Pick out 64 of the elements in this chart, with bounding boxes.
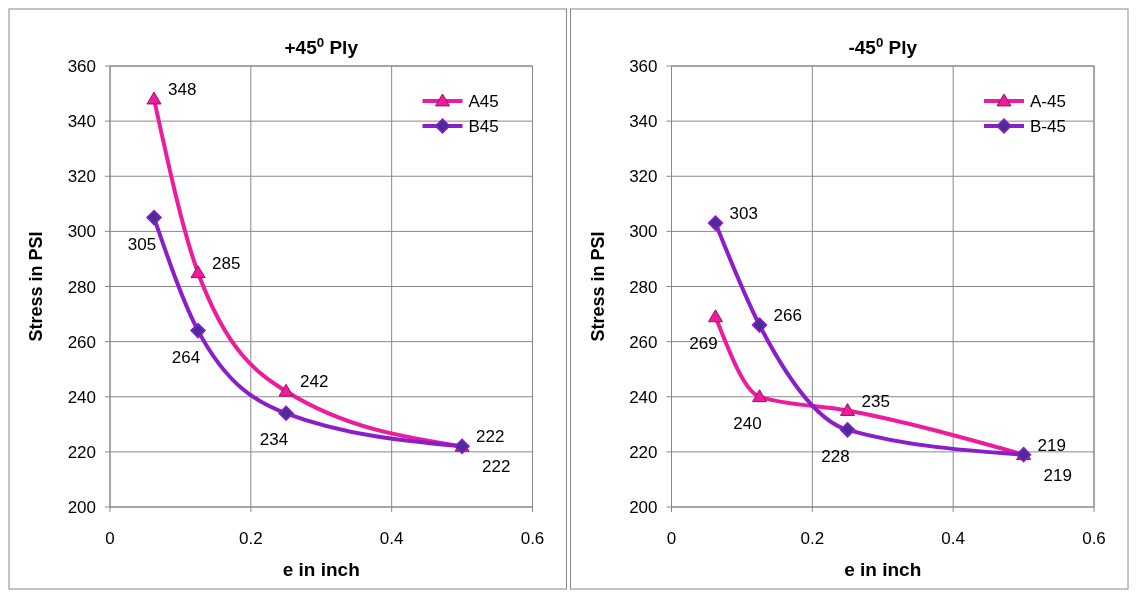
legend-label: A45 bbox=[468, 92, 499, 111]
y-tick-label: 240 bbox=[67, 387, 96, 407]
data-label: 266 bbox=[773, 306, 802, 326]
y-tick-label: 280 bbox=[67, 277, 96, 297]
point bbox=[708, 309, 724, 323]
y-tick-label: 320 bbox=[629, 167, 658, 187]
point bbox=[278, 405, 294, 422]
x-tick-label: 0 bbox=[105, 529, 115, 548]
data-label: 264 bbox=[171, 347, 201, 367]
chart-title: +45$^{0}$ Ply bbox=[284, 34, 359, 58]
point bbox=[146, 209, 162, 226]
y-axis-title: Stress in PSI bbox=[26, 231, 46, 342]
y-tick-label: 300 bbox=[67, 222, 96, 242]
x-tick-label: 0.2 bbox=[800, 529, 825, 548]
x-tick-label: 0.6 bbox=[520, 529, 545, 548]
point bbox=[839, 422, 856, 438]
data-label: 269 bbox=[689, 333, 718, 353]
x-tick-label: 0.4 bbox=[941, 529, 965, 548]
data-label: 219 bbox=[1043, 465, 1072, 485]
y-tick-label: 280 bbox=[629, 277, 658, 297]
x-tick-label: 0.6 bbox=[1082, 529, 1106, 548]
legend-label: B45 bbox=[468, 117, 499, 136]
point bbox=[840, 403, 856, 416]
y-tick-label: 360 bbox=[67, 57, 96, 76]
legend-label: A-45 bbox=[1030, 92, 1066, 111]
chart-title: -45$^{0}$ Ply bbox=[848, 34, 918, 58]
data-label: 348 bbox=[168, 80, 197, 100]
legend-label: B-45 bbox=[1030, 117, 1066, 136]
y-tick-label: 340 bbox=[67, 112, 96, 132]
y-tick-label: 220 bbox=[67, 442, 96, 462]
y-tick-label: 360 bbox=[629, 57, 658, 76]
y-tick-label: 200 bbox=[629, 498, 658, 517]
point bbox=[751, 317, 768, 333]
x-axis-title: e in inch bbox=[844, 559, 922, 580]
data-label: 222 bbox=[482, 457, 511, 477]
y-axis-title: Stress in PSI bbox=[587, 231, 608, 342]
data-label: 242 bbox=[300, 372, 329, 392]
y-tick-label: 200 bbox=[67, 498, 96, 517]
data-label: 285 bbox=[212, 253, 241, 273]
y-tick-label: 220 bbox=[629, 442, 658, 462]
x-axis-title: e in inch bbox=[282, 559, 360, 580]
data-label: 219 bbox=[1037, 435, 1066, 455]
data-label: 228 bbox=[821, 446, 850, 466]
y-tick-label: 260 bbox=[629, 332, 658, 352]
data-label: 235 bbox=[861, 391, 890, 411]
data-label: 234 bbox=[259, 430, 289, 450]
point bbox=[190, 322, 206, 339]
data-label: 222 bbox=[476, 427, 505, 447]
x-tick-label: 0.4 bbox=[379, 529, 404, 548]
data-label: 305 bbox=[127, 234, 157, 254]
x-tick-label: 0 bbox=[666, 529, 677, 548]
y-tick-label: 340 bbox=[629, 112, 658, 132]
point bbox=[278, 383, 294, 397]
y-tick-label: 240 bbox=[629, 387, 658, 407]
x-tick-label: 0.2 bbox=[239, 529, 263, 548]
y-tick-label: 300 bbox=[629, 222, 658, 242]
y-tick-label: 260 bbox=[67, 332, 96, 352]
data-label: 240 bbox=[733, 413, 762, 433]
point bbox=[707, 215, 724, 231]
point bbox=[752, 389, 768, 403]
y-tick-label: 320 bbox=[67, 167, 96, 187]
data-label: 303 bbox=[729, 204, 758, 224]
point bbox=[190, 265, 206, 279]
point bbox=[146, 91, 162, 105]
